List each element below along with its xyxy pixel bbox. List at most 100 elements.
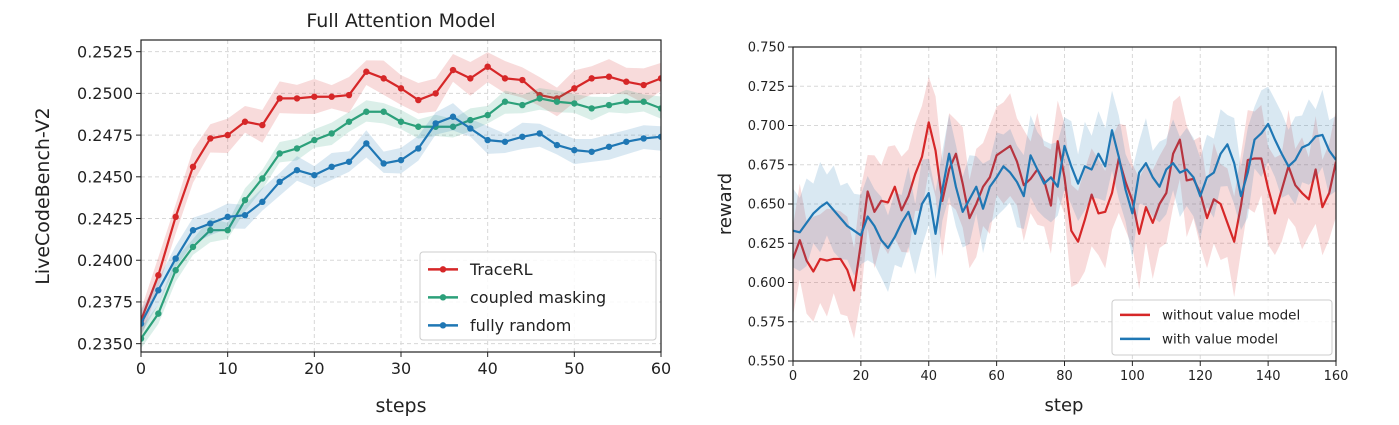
data-point xyxy=(623,78,630,85)
y-tick-label: 0.2525 xyxy=(77,42,133,61)
data-point xyxy=(276,178,283,186)
series-band-tracerl xyxy=(141,52,661,339)
data-point xyxy=(276,95,283,102)
y-tick-label: 0.2450 xyxy=(77,168,133,187)
data-point xyxy=(519,133,526,140)
plot-area xyxy=(141,52,661,349)
data-point xyxy=(328,93,335,100)
data-point xyxy=(605,101,613,109)
legend-label: fully random xyxy=(470,316,571,335)
right-x-axis-label: step xyxy=(1045,395,1084,416)
data-point xyxy=(189,243,197,251)
data-point xyxy=(397,85,405,92)
y-tick-label: 0.550 xyxy=(748,355,785,370)
y-tick-label: 0.650 xyxy=(748,198,785,213)
legend-label: with value model xyxy=(1162,332,1278,348)
data-point xyxy=(605,73,613,80)
data-point xyxy=(380,160,387,167)
data-point xyxy=(657,105,661,112)
data-point xyxy=(536,130,543,137)
data-point xyxy=(415,145,422,152)
data-point xyxy=(467,116,474,124)
data-point xyxy=(363,140,370,147)
data-point xyxy=(311,136,318,144)
data-point xyxy=(415,96,422,104)
y-tick-label: 0.750 xyxy=(748,41,785,56)
data-point xyxy=(501,75,509,82)
data-point xyxy=(155,272,162,279)
data-point xyxy=(623,138,630,145)
data-point xyxy=(657,75,661,82)
x-tick-label: 50 xyxy=(564,359,584,378)
y-tick-label: 0.2475 xyxy=(77,126,133,145)
data-point xyxy=(172,255,179,262)
right-chart: 0 20 40 60 80 100 120 140 160 0.550 0.575 0.600 0.62… xyxy=(748,41,1349,384)
data-point xyxy=(224,227,231,234)
data-point xyxy=(449,66,457,74)
legend-box xyxy=(419,251,657,341)
data-point xyxy=(519,101,526,109)
x-tick-label: 30 xyxy=(391,359,411,378)
data-point xyxy=(449,113,457,120)
data-point xyxy=(259,175,266,182)
legend-label: without value model xyxy=(1162,308,1300,324)
data-point xyxy=(519,76,526,84)
legend-box xyxy=(1111,299,1333,356)
y-tick-label: 0.575 xyxy=(748,315,785,330)
data-point xyxy=(571,146,578,154)
left-chart: 0 10 20 30 40 50 60 0.2350 0.2375 0.2400 0.2425 0.2… xyxy=(77,39,671,378)
data-point xyxy=(172,267,179,274)
x-tick-label: 60 xyxy=(988,369,1005,384)
series-band-without-value-model xyxy=(793,76,1336,339)
data-point xyxy=(345,91,353,99)
data-point xyxy=(588,148,595,155)
series-line-with-value-model xyxy=(793,122,1336,250)
data-point xyxy=(345,118,353,125)
data-point xyxy=(640,135,647,142)
legend-marker xyxy=(439,322,447,329)
x-tick-label: 20 xyxy=(853,369,870,384)
data-point xyxy=(397,156,405,164)
x-tick-label: 140 xyxy=(1256,369,1281,384)
data-point xyxy=(484,136,491,144)
data-point xyxy=(553,98,561,105)
legend-label: coupled masking xyxy=(470,288,606,307)
x-tick-label: 120 xyxy=(1188,369,1213,384)
legend: without value model with value model xyxy=(1111,299,1333,356)
x-tick-label: 10 xyxy=(217,359,237,378)
legend-marker xyxy=(439,266,447,273)
data-point xyxy=(141,320,145,327)
data-point xyxy=(484,63,491,70)
data-point xyxy=(432,90,439,97)
data-point xyxy=(207,135,214,142)
x-tick-label: 80 xyxy=(1056,369,1073,384)
series-line-without-value-model xyxy=(793,121,1336,292)
data-point xyxy=(588,75,595,82)
data-point xyxy=(141,335,145,342)
data-point xyxy=(380,75,387,82)
data-point xyxy=(241,211,249,219)
data-point xyxy=(259,121,266,129)
y-tick-label: 0.700 xyxy=(748,119,785,134)
data-point xyxy=(432,120,439,127)
y-tick-label: 0.2375 xyxy=(77,293,133,312)
x-tick-label: 40 xyxy=(920,369,937,384)
data-point xyxy=(553,141,561,149)
data-point xyxy=(241,196,249,204)
data-point xyxy=(484,111,491,119)
left-x-axis-label: steps xyxy=(376,395,427,417)
data-point xyxy=(588,105,595,112)
data-point xyxy=(571,100,578,107)
data-point xyxy=(311,171,318,179)
data-point xyxy=(449,123,457,130)
data-point xyxy=(224,131,231,139)
right-y-axis-label: reward xyxy=(715,173,736,235)
data-point xyxy=(467,75,474,82)
data-point xyxy=(189,227,197,234)
x-tick-label: 20 xyxy=(304,359,324,378)
data-point xyxy=(345,158,353,165)
data-point xyxy=(172,213,179,221)
data-point xyxy=(276,150,283,157)
data-point xyxy=(155,310,162,317)
